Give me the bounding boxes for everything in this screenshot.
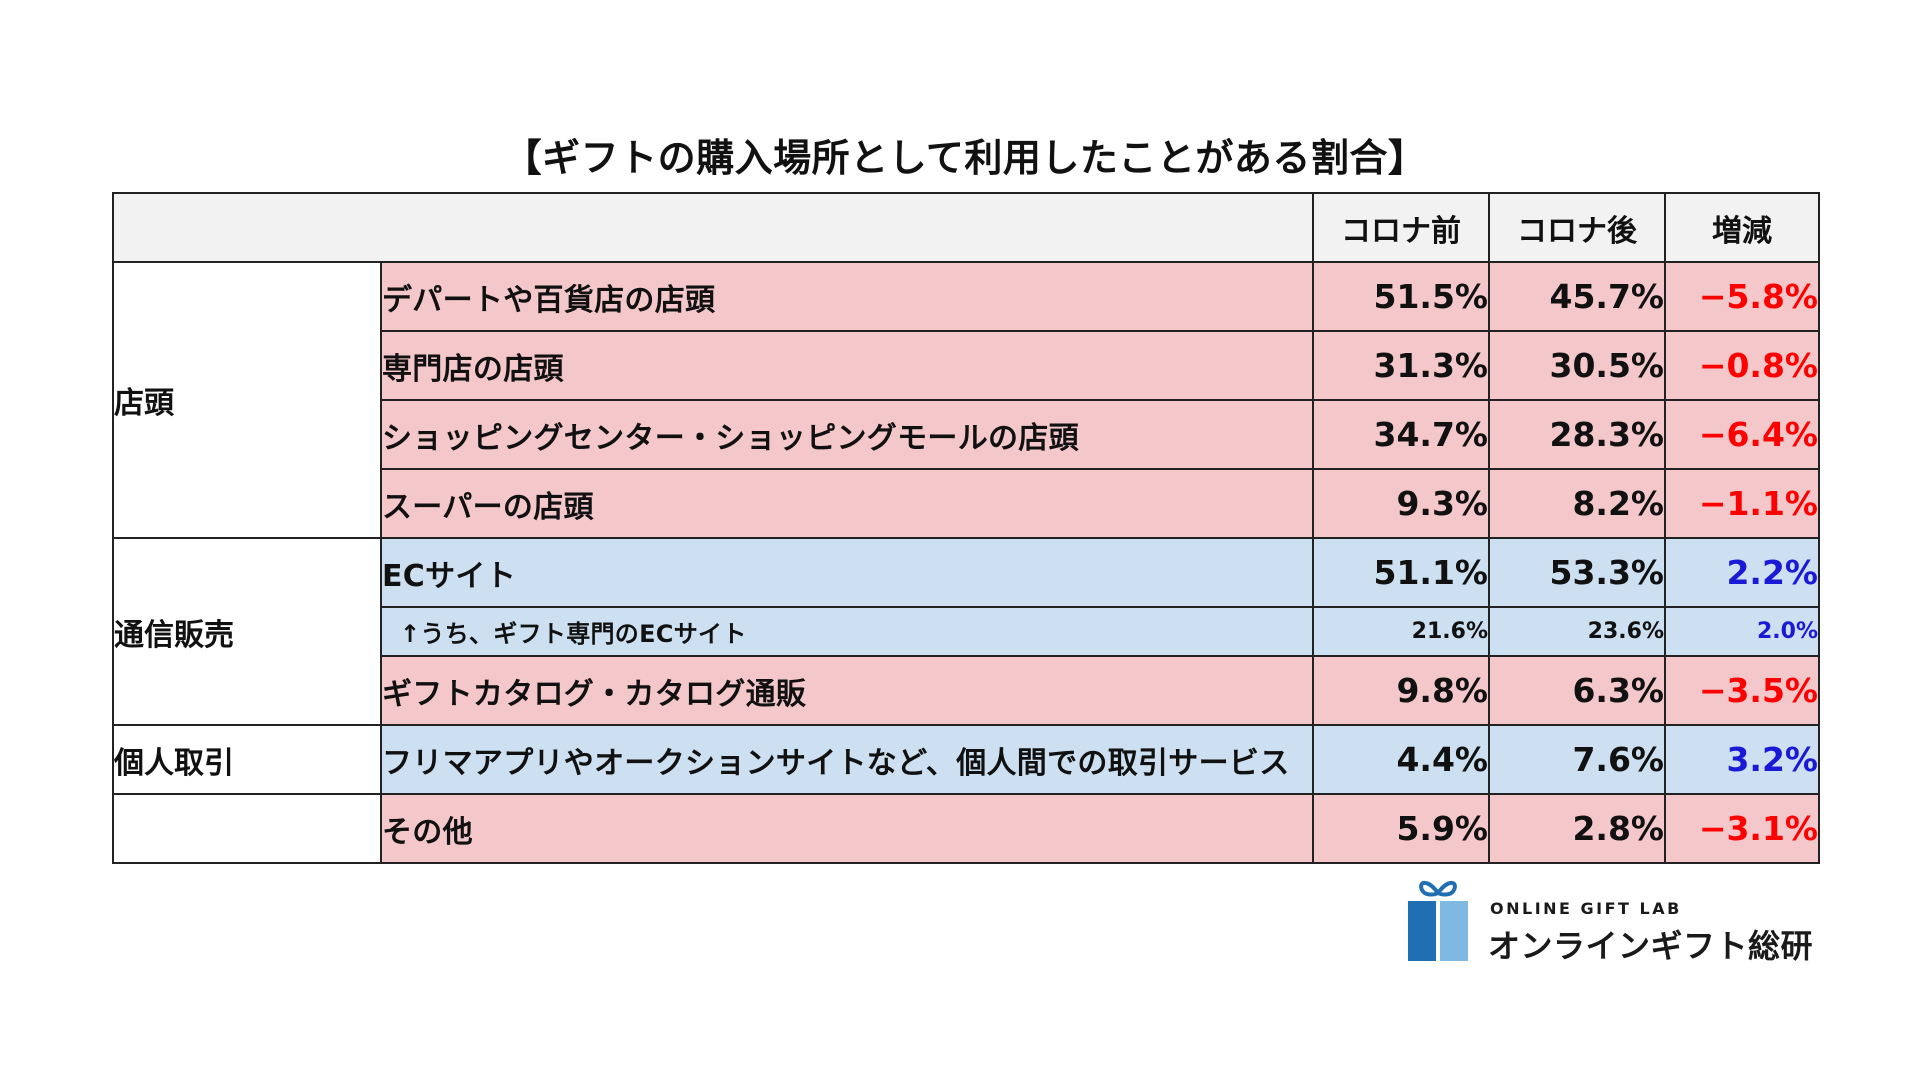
value-before: 34.7% — [1312, 399, 1490, 470]
column-header-change: 増減 — [1664, 192, 1820, 263]
value-change: −1.1% — [1664, 468, 1820, 539]
value-change: 2.0% — [1664, 606, 1820, 657]
value-after: 2.8% — [1488, 793, 1666, 864]
group-label-mail-order: 通信販売 — [112, 537, 382, 726]
value-change: −5.8% — [1664, 261, 1820, 332]
value-before: 31.3% — [1312, 330, 1490, 401]
group-label-individual: 個人取引 — [112, 724, 382, 795]
header-blank-cell — [112, 192, 1314, 263]
column-header-after: コロナ後 — [1488, 192, 1666, 263]
table-row: 専門店の店頭 31.3% 30.5% −0.8% — [113, 330, 1820, 401]
value-after: 8.2% — [1488, 468, 1666, 539]
value-after: 6.3% — [1488, 655, 1666, 726]
logo-english-text: ONLINE GIFT LAB — [1490, 899, 1682, 918]
table-row: ショッピングセンター・ショッピングモールの店頭 34.7% 28.3% −6.4… — [113, 399, 1820, 470]
online-gift-lab-logo: ONLINE GIFT LAB オンラインギフト総研 — [1404, 877, 1824, 967]
value-change: −3.5% — [1664, 655, 1820, 726]
value-change: 2.2% — [1664, 537, 1820, 608]
chart-title: 【ギフトの購入場所として利用したことがある割合】 — [503, 136, 1427, 180]
value-before: 9.8% — [1312, 655, 1490, 726]
row-label: 専門店の店頭 — [380, 330, 1314, 401]
value-after: 30.5% — [1488, 330, 1666, 401]
table-row: 通信販売 ECサイト 51.1% 53.3% 2.2% — [112, 537, 1820, 726]
table-row: ↑うち、ギフト専門のECサイト 21.6% 23.6% 2.0% — [113, 606, 1820, 657]
row-label: ショッピングセンター・ショッピングモールの店頭 — [380, 399, 1314, 470]
value-change: −3.1% — [1664, 793, 1820, 864]
row-label: ECサイト — [380, 537, 1314, 608]
group-label-empty — [112, 793, 382, 864]
value-before: 5.9% — [1312, 793, 1490, 864]
row-label: デパートや百貨店の店頭 — [380, 261, 1314, 332]
table-row: 店頭 デパートや百貨店の店頭 51.5% 45.7% −5.8% — [112, 261, 1820, 539]
value-before: 4.4% — [1312, 724, 1490, 795]
table-row: その他 5.9% 2.8% −3.1% — [112, 793, 1820, 864]
gift-box-icon — [1408, 880, 1468, 961]
row-label: ↑うち、ギフト専門のECサイト — [380, 606, 1314, 657]
table-row: 個人取引 フリマアプリやオークションサイトなど、個人間での取引サービス 4.4%… — [112, 724, 1820, 795]
value-before: 21.6% — [1312, 606, 1490, 657]
table-row: ギフトカタログ・カタログ通販 9.8% 6.3% −3.5% — [113, 655, 1820, 726]
row-label: ギフトカタログ・カタログ通販 — [380, 655, 1314, 726]
value-before: 9.3% — [1312, 468, 1490, 539]
value-after: 53.3% — [1488, 537, 1666, 608]
data-table: コロナ前 コロナ後 増減 店頭 デパートや百貨店の店頭 51.5% 45.7% … — [112, 192, 1820, 864]
header-row: コロナ前 コロナ後 増減 — [112, 192, 1820, 263]
value-after: 23.6% — [1488, 606, 1666, 657]
value-after: 45.7% — [1488, 261, 1666, 332]
value-change: −0.8% — [1664, 330, 1820, 401]
value-after: 28.3% — [1488, 399, 1666, 470]
table-row: スーパーの店頭 9.3% 8.2% −1.1% — [113, 468, 1820, 539]
value-change: 3.2% — [1664, 724, 1820, 795]
column-header-before: コロナ前 — [1312, 192, 1490, 263]
group-label-storefront: 店頭 — [112, 261, 382, 539]
row-label: その他 — [380, 793, 1314, 864]
value-change: −6.4% — [1664, 399, 1820, 470]
value-before: 51.5% — [1312, 261, 1490, 332]
value-after: 7.6% — [1488, 724, 1666, 795]
logo-japanese-text: オンラインギフト総研 — [1488, 927, 1814, 965]
row-label: フリマアプリやオークションサイトなど、個人間での取引サービス — [380, 724, 1314, 795]
row-label: スーパーの店頭 — [380, 468, 1314, 539]
value-before: 51.1% — [1312, 537, 1490, 608]
